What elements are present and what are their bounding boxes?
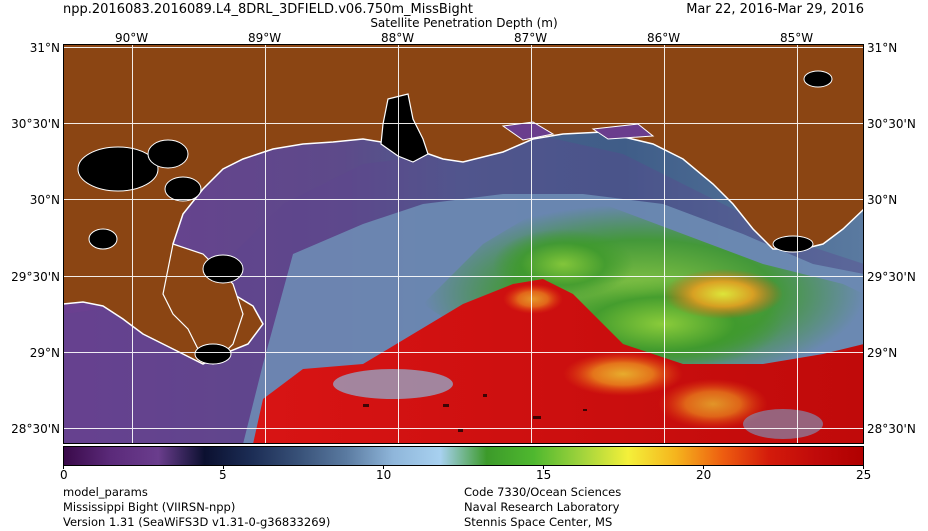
lon-label: 88°W: [381, 31, 415, 45]
lake-pontchartrain: [77, 146, 159, 192]
lat-label-left: 30°30'N: [11, 117, 60, 131]
lon-label: 90°W: [115, 31, 149, 45]
lat-label-left: 28°30'N: [11, 422, 60, 436]
colorbar-tick: 15: [536, 468, 552, 482]
footer-region: Mississippi Bight (VIIRSN-npp): [63, 500, 236, 514]
footer-version: Version 1.31 (SeaWiFS3D v1.31-0-g3683326…: [63, 515, 331, 529]
file-name-title: npp.2016083.2016089.L4_8DRL_3DFIELD.v06.…: [63, 2, 474, 17]
map-canvas: [63, 44, 864, 444]
lat-label-left: 29°N: [29, 346, 60, 360]
lat-label-left: 29°30'N: [11, 270, 60, 284]
lat-label-left: 30°N: [29, 193, 60, 207]
colorbar-tick: 0: [60, 468, 68, 482]
lon-label: 87°W: [514, 31, 548, 45]
footer-params: model_params: [63, 485, 148, 499]
mobile-bay: [380, 93, 429, 163]
colorbar-tick: 10: [376, 468, 392, 482]
lat-label-right: 28°30'N: [867, 422, 916, 436]
lon-label: 86°W: [647, 31, 681, 45]
footer-code: Code 7330/Ocean Sciences: [464, 485, 622, 499]
colorbar-tick: 20: [696, 468, 712, 482]
lon-label: 85°W: [780, 31, 814, 45]
product-title: Satellite Penetration Depth (m): [370, 16, 558, 30]
graticule: [63, 44, 864, 444]
depth-colorbar: [63, 446, 864, 466]
lat-label-right: 31°N: [867, 41, 898, 55]
lat-label-right: 30°N: [867, 193, 898, 207]
footer-location: Stennis Space Center, MS: [464, 515, 613, 529]
colorbar-tick: 5: [219, 468, 227, 482]
colorbar-tick: 25: [856, 468, 872, 482]
lat-label-right: 29°N: [867, 346, 898, 360]
lat-label-right: 29°30'N: [867, 270, 916, 284]
footer-lab: Naval Research Laboratory: [464, 500, 620, 514]
lat-label-right: 30°30'N: [867, 117, 916, 131]
lon-label: 89°W: [248, 31, 282, 45]
penetration-depth-map: [63, 44, 864, 444]
date-range: Mar 22, 2016-Mar 29, 2016: [686, 2, 864, 17]
lat-label-left: 31°N: [29, 41, 60, 55]
